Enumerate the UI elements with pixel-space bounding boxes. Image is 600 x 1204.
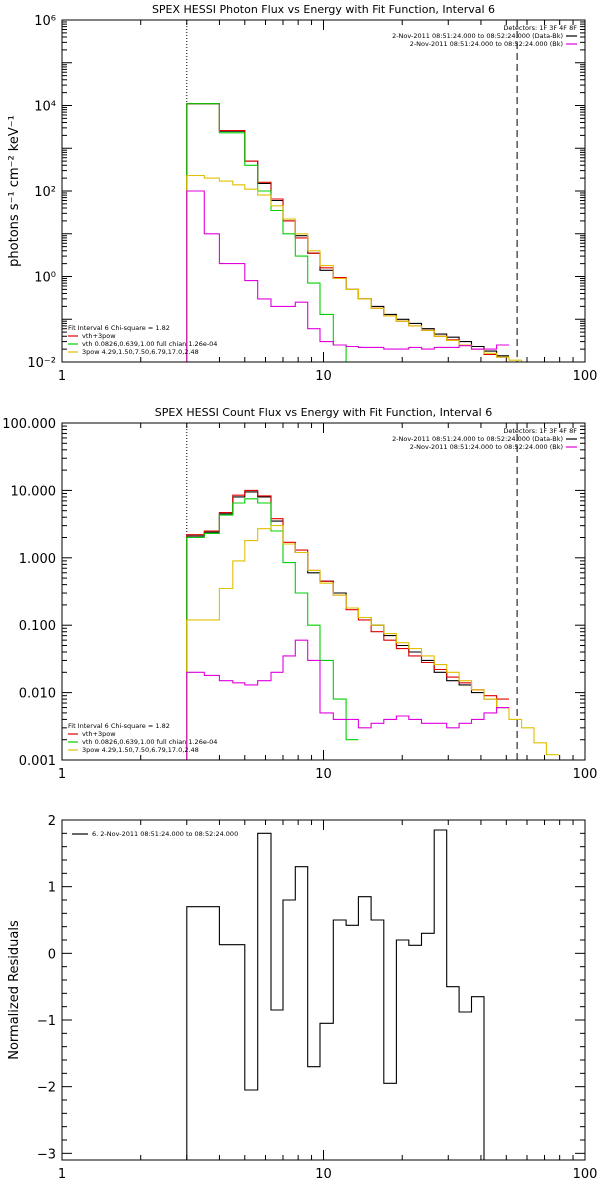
plot-frame — [61, 819, 586, 1161]
legend-bottom-left: Fit Interval 6 Chi-square = 1.82vth+3pow… — [68, 324, 217, 356]
y-tick-label: 10² — [34, 185, 56, 200]
y-tick-label: 0.010 — [19, 687, 56, 702]
legend-top-right: Detectors: 1F 3F 4F 8F2-Nov-2011 08:51:2… — [392, 427, 577, 451]
y-tick-label: 10⁶ — [34, 14, 56, 29]
x-tick-label: 10 — [315, 767, 332, 782]
chart-title: SPEX HESSI Count Flux vs Energy with Fit… — [155, 406, 492, 419]
legend-bottom-left: Fit Interval 6 Chi-square = 1.82vth+3pow… — [68, 722, 217, 754]
series-group — [186, 829, 522, 1160]
y-tick-label: 0.001 — [19, 754, 56, 769]
series-group — [186, 103, 534, 362]
y-tick-label: 10.000 — [11, 484, 57, 499]
x-tick-label: 1 — [58, 369, 66, 384]
y-tick-label: −1 — [37, 1014, 56, 1029]
legend-header: Fit Interval 6 Chi-square = 1.82 — [68, 324, 170, 332]
x-tick-label: 1 — [58, 767, 66, 782]
chart-panel-2: SPEX HESSI Count Flux vs Energy with Fit… — [2, 406, 597, 782]
legend-entry-label: 3pow 4.29,1.50,7.50,6.79,17.0,2.48 — [82, 348, 199, 356]
y-tick-label: 100.000 — [2, 417, 56, 432]
chart-title: SPEX HESSI Photon Flux vs Energy with Fi… — [152, 3, 495, 16]
legend-entry-label: 2-Nov-2011 08:51:24.000 to 08:52:24.000 … — [392, 435, 563, 443]
y-tick-label: 10⁰ — [34, 271, 56, 286]
legend-entry-label: vth+3pow — [82, 730, 116, 738]
legend-entry-label: vth+3pow — [82, 332, 116, 340]
y-tick-label: 0 — [48, 947, 56, 962]
series-3pow — [186, 174, 534, 362]
y-axis-label: photons s⁻¹ cm⁻² keV⁻¹ — [7, 115, 22, 267]
x-tick-label: 100 — [573, 1167, 598, 1182]
legend-header: Fit Interval 6 Chi-square = 1.82 — [68, 722, 170, 730]
legend-header: Detectors: 1F 3F 4F 8F — [503, 24, 577, 32]
x-tick-label: 100 — [573, 767, 598, 782]
series-3pow — [186, 525, 559, 760]
series-vth-3pow — [186, 103, 509, 362]
y-axis: −3 −2 −1 0 1 2 — [37, 814, 585, 1162]
legend-header: Detectors: 1F 3F 4F 8F — [503, 427, 577, 435]
chart-panel-3: 1 10 100 −3 −2 −1 0 1 2 Normalized Residuals 6. 2-… — [7, 814, 597, 1182]
legend-top-right: Detectors: 1F 3F 4F 8F2-Nov-2011 08:51:2… — [392, 24, 577, 48]
x-tick-label: 10 — [315, 1167, 332, 1182]
series-data-bk — [186, 103, 509, 362]
x-tick-label: 1 — [58, 1167, 66, 1182]
series-group — [186, 489, 559, 760]
legend-entry-label: 2-Nov-2011 08:51:24.000 to 08:52:24.000 … — [392, 32, 563, 40]
x-tick-label: 10 — [315, 369, 332, 384]
legend-entry-label: 6. 2-Nov-2011 08:51:24.000 to 08:52:24.0… — [92, 830, 238, 838]
y-tick-label: −3 — [37, 1147, 56, 1162]
y-tick-label: 1.000 — [19, 552, 56, 567]
y-tick-label: 1 — [48, 881, 56, 896]
series-vth — [186, 498, 359, 760]
legend-entry-label: 2-Nov-2011 08:51:24.000 to 08:52:24.000 … — [410, 443, 563, 451]
y-tick-label: 0.100 — [19, 619, 56, 634]
x-axis: 1 10 100 — [58, 423, 598, 782]
x-axis: 1 10 100 — [58, 820, 598, 1182]
legend-entry-label: vth 0.0826,0.639,1.00 full chian 1.26e-0… — [82, 738, 217, 746]
series-residuals — [186, 829, 522, 1160]
y-axis-label: Normalized Residuals — [7, 920, 22, 1060]
y-axis: 0.001 0.010 0.100 1.000 10.000 100.000 — [2, 417, 585, 769]
legend-entry-label: 2-Nov-2011 08:51:24.000 to 08:52:24.000 … — [410, 40, 563, 48]
legend: 6. 2-Nov-2011 08:51:24.000 to 08:52:24.0… — [72, 830, 238, 838]
chart-panel-1: SPEX HESSI Photon Flux vs Energy with Fi… — [7, 3, 597, 384]
y-tick-label: 10⁴ — [34, 100, 56, 115]
y-tick-label: 10⁻² — [27, 356, 56, 371]
series-bk — [186, 639, 509, 760]
legend-entry-label: vth 0.0826,0.639,1.00 full chian 1.26e-0… — [82, 340, 217, 348]
series-bk — [186, 190, 509, 362]
legend-entry-label: 3pow 4.29,1.50,7.50,6.79,17.0,2.48 — [82, 746, 199, 754]
y-tick-label: 2 — [48, 814, 56, 829]
y-axis: 10⁻² 10⁰ 10² 10⁴ 10⁶ — [27, 14, 585, 371]
series-vth-3pow — [186, 489, 509, 760]
plot-frame — [61, 422, 586, 761]
series-vth — [186, 103, 372, 362]
x-tick-label: 100 — [573, 369, 598, 384]
plot-frame — [61, 19, 586, 363]
y-tick-label: −2 — [37, 1081, 56, 1096]
